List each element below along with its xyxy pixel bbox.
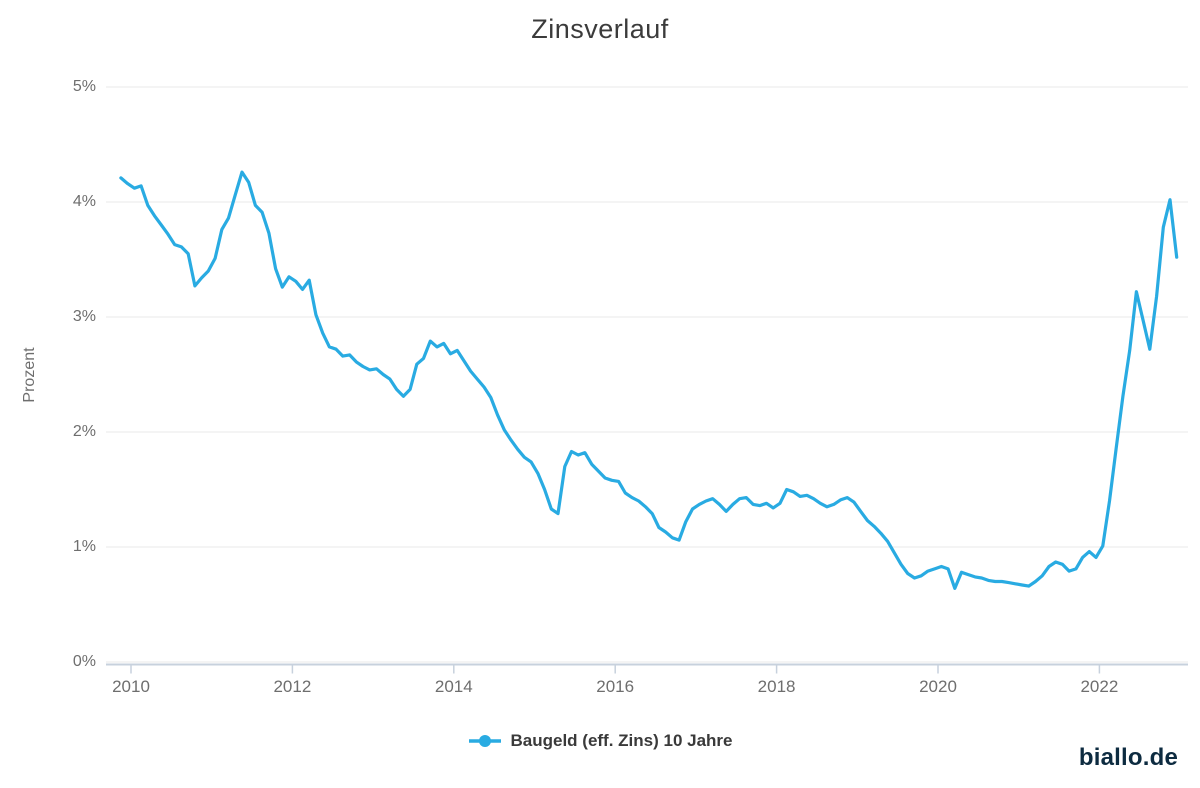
x-axis-tick-label: 2010 [112, 677, 150, 696]
x-axis-tick-label: 2014 [434, 677, 473, 696]
y-axis-tick-label: 5% [72, 78, 96, 95]
legend-label: Baugeld (eff. Zins) 10 Jahre [510, 731, 733, 750]
x-axis-tick-label: 2022 [1080, 677, 1119, 696]
legend: Baugeld (eff. Zins) 10 Jahre [0, 731, 1200, 751]
branding-logo-text: biallo.de [1078, 744, 1178, 771]
series-line-baugeld [119, 170, 1179, 591]
chart-title: Zinsverlauf [531, 14, 669, 44]
y-axis-tick-label: 2% [72, 423, 96, 440]
y-axis-tick-label: 0% [72, 653, 96, 670]
legend-item[interactable]: Baugeld (eff. Zins) 10 Jahre [468, 731, 733, 751]
x-axis-tick-label: 2018 [757, 677, 796, 696]
y-axis-tick-label: 1% [72, 538, 96, 555]
x-axis-tick-label: 2012 [273, 677, 312, 696]
y-axis-tick-label: 4% [72, 193, 96, 210]
legend-line-marker-icon [468, 735, 501, 747]
x-axis-tick-label: 2020 [919, 677, 957, 696]
x-axis-tick-label: 2016 [596, 677, 635, 696]
y-axis-tick-label: 3% [72, 308, 96, 325]
